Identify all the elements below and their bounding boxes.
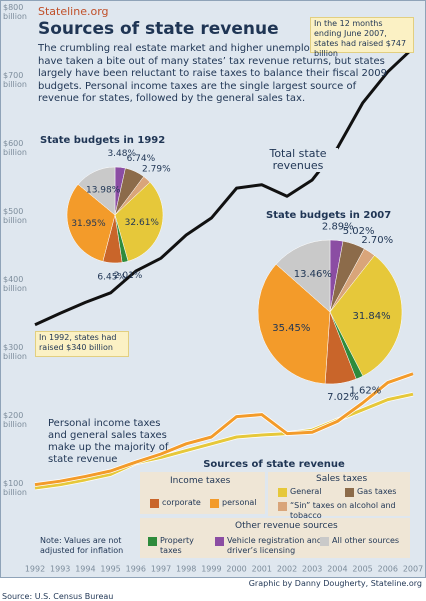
pie-slice bbox=[66, 184, 116, 262]
series-label: Total state revenues bbox=[258, 148, 338, 172]
source: Source: U.S. Census Bureau bbox=[2, 592, 114, 601]
legend-label: “Sin” taxes on alcohol and tobacco bbox=[290, 501, 396, 520]
legend-group bbox=[268, 472, 410, 516]
legend-label: personal bbox=[222, 498, 257, 507]
y-tick-label: $500 billion bbox=[3, 207, 27, 225]
legend-swatch bbox=[278, 502, 287, 511]
slice-label: 7.02% bbox=[327, 392, 359, 403]
x-tick-label: 2002 bbox=[277, 565, 297, 574]
slice-label: 3.48% bbox=[107, 149, 136, 159]
x-tick-label: 1996 bbox=[126, 565, 146, 574]
x-tick-label: 2005 bbox=[352, 565, 372, 574]
x-tick-label: 2007 bbox=[403, 565, 423, 574]
legend-swatch bbox=[150, 499, 159, 508]
intro: The crumbling real estate market and hig… bbox=[38, 43, 388, 104]
slice-label: 2.70% bbox=[361, 235, 393, 246]
legend-label: Property taxes bbox=[160, 536, 194, 555]
legend-swatch bbox=[345, 488, 354, 497]
x-tick-label: 1992 bbox=[25, 565, 45, 574]
annotation: In the 12 months ending June 2007, state… bbox=[314, 19, 407, 58]
legend-title: Sources of state revenue bbox=[203, 459, 345, 470]
y-tick-label: $700 billion bbox=[3, 71, 27, 89]
x-tick-label: 1993 bbox=[50, 565, 70, 574]
x-tick-label: 1994 bbox=[75, 565, 95, 574]
title: Sources of state revenue bbox=[38, 19, 279, 39]
legend-group-title: Sales taxes bbox=[316, 474, 368, 484]
legend-group-title: Income taxes bbox=[170, 476, 231, 486]
site-name: Stateline.org bbox=[38, 5, 109, 18]
y-tick-label: $800 billion bbox=[3, 3, 27, 21]
slice-label: 13.46% bbox=[294, 269, 332, 280]
slice-label: 6.74% bbox=[127, 154, 156, 164]
slice-label: 2.79% bbox=[142, 164, 171, 174]
pie-slice bbox=[275, 239, 331, 313]
legend-group-title: Other revenue sources bbox=[235, 521, 338, 531]
annotation: In 1992, states had raised $340 billion bbox=[39, 333, 117, 352]
annotation-box bbox=[35, 331, 129, 357]
legend-label: General bbox=[290, 487, 322, 496]
slice-label: 2.89% bbox=[322, 221, 354, 232]
pie-slice bbox=[114, 181, 164, 262]
legend-swatch bbox=[278, 488, 287, 497]
y-tick-label: $200 billion bbox=[3, 411, 27, 429]
slice-label: 35.45% bbox=[272, 323, 310, 334]
legend-label: Gas taxes bbox=[357, 487, 397, 496]
annotation-box bbox=[310, 17, 414, 53]
x-tick-label: 1995 bbox=[100, 565, 120, 574]
slice-label: 5.02% bbox=[343, 226, 375, 237]
x-tick-label: 1997 bbox=[151, 565, 171, 574]
pie-slice bbox=[257, 263, 331, 385]
legend-label: Vehicle registration and driver’s licens… bbox=[227, 536, 322, 555]
slice-label: 31.84% bbox=[352, 311, 390, 322]
x-tick-label: 2006 bbox=[378, 565, 398, 574]
legend-group bbox=[140, 472, 265, 514]
x-tick-label: 2000 bbox=[226, 565, 246, 574]
legend-swatch bbox=[215, 537, 224, 546]
line bbox=[34, 46, 415, 327]
pie-title: State budgets in 1992 bbox=[40, 135, 166, 146]
y-tick-label: $100 billion bbox=[3, 479, 27, 497]
legend-swatch bbox=[148, 537, 157, 546]
y-tick-label: $600 billion bbox=[3, 139, 27, 157]
x-tick-label: 2004 bbox=[327, 565, 347, 574]
legend-label: All other sources bbox=[332, 536, 400, 545]
slice-label: 1.62% bbox=[349, 385, 381, 396]
line bbox=[34, 372, 414, 487]
slice-label: 6.45% bbox=[97, 272, 126, 282]
x-tick-label: 1999 bbox=[201, 565, 221, 574]
annotation: Personal income taxes and general sales … bbox=[48, 418, 169, 465]
note: Note: Values are not adjusted for inflat… bbox=[40, 536, 124, 555]
legend-group bbox=[140, 518, 410, 558]
y-tick-label: $400 billion bbox=[3, 275, 27, 293]
legend-swatch bbox=[320, 537, 329, 546]
slice-label: 31.95% bbox=[71, 219, 106, 229]
slice-label: 32.61% bbox=[125, 218, 160, 228]
y-tick-label: $300 billion bbox=[3, 343, 27, 361]
pie-slice bbox=[77, 166, 116, 216]
pie-slice bbox=[329, 255, 403, 377]
legend-swatch bbox=[210, 499, 219, 508]
x-tick-label: 2001 bbox=[252, 565, 272, 574]
slice-label: 13.98% bbox=[86, 185, 121, 195]
slice-label: 2.01% bbox=[114, 271, 143, 281]
pie-title: State budgets in 2007 bbox=[266, 210, 392, 221]
x-tick-label: 1998 bbox=[176, 565, 196, 574]
legend-label: corporate bbox=[162, 498, 201, 507]
x-tick-label: 2003 bbox=[302, 565, 322, 574]
credit: Graphic by Danny Dougherty, Stateline.or… bbox=[248, 579, 422, 588]
